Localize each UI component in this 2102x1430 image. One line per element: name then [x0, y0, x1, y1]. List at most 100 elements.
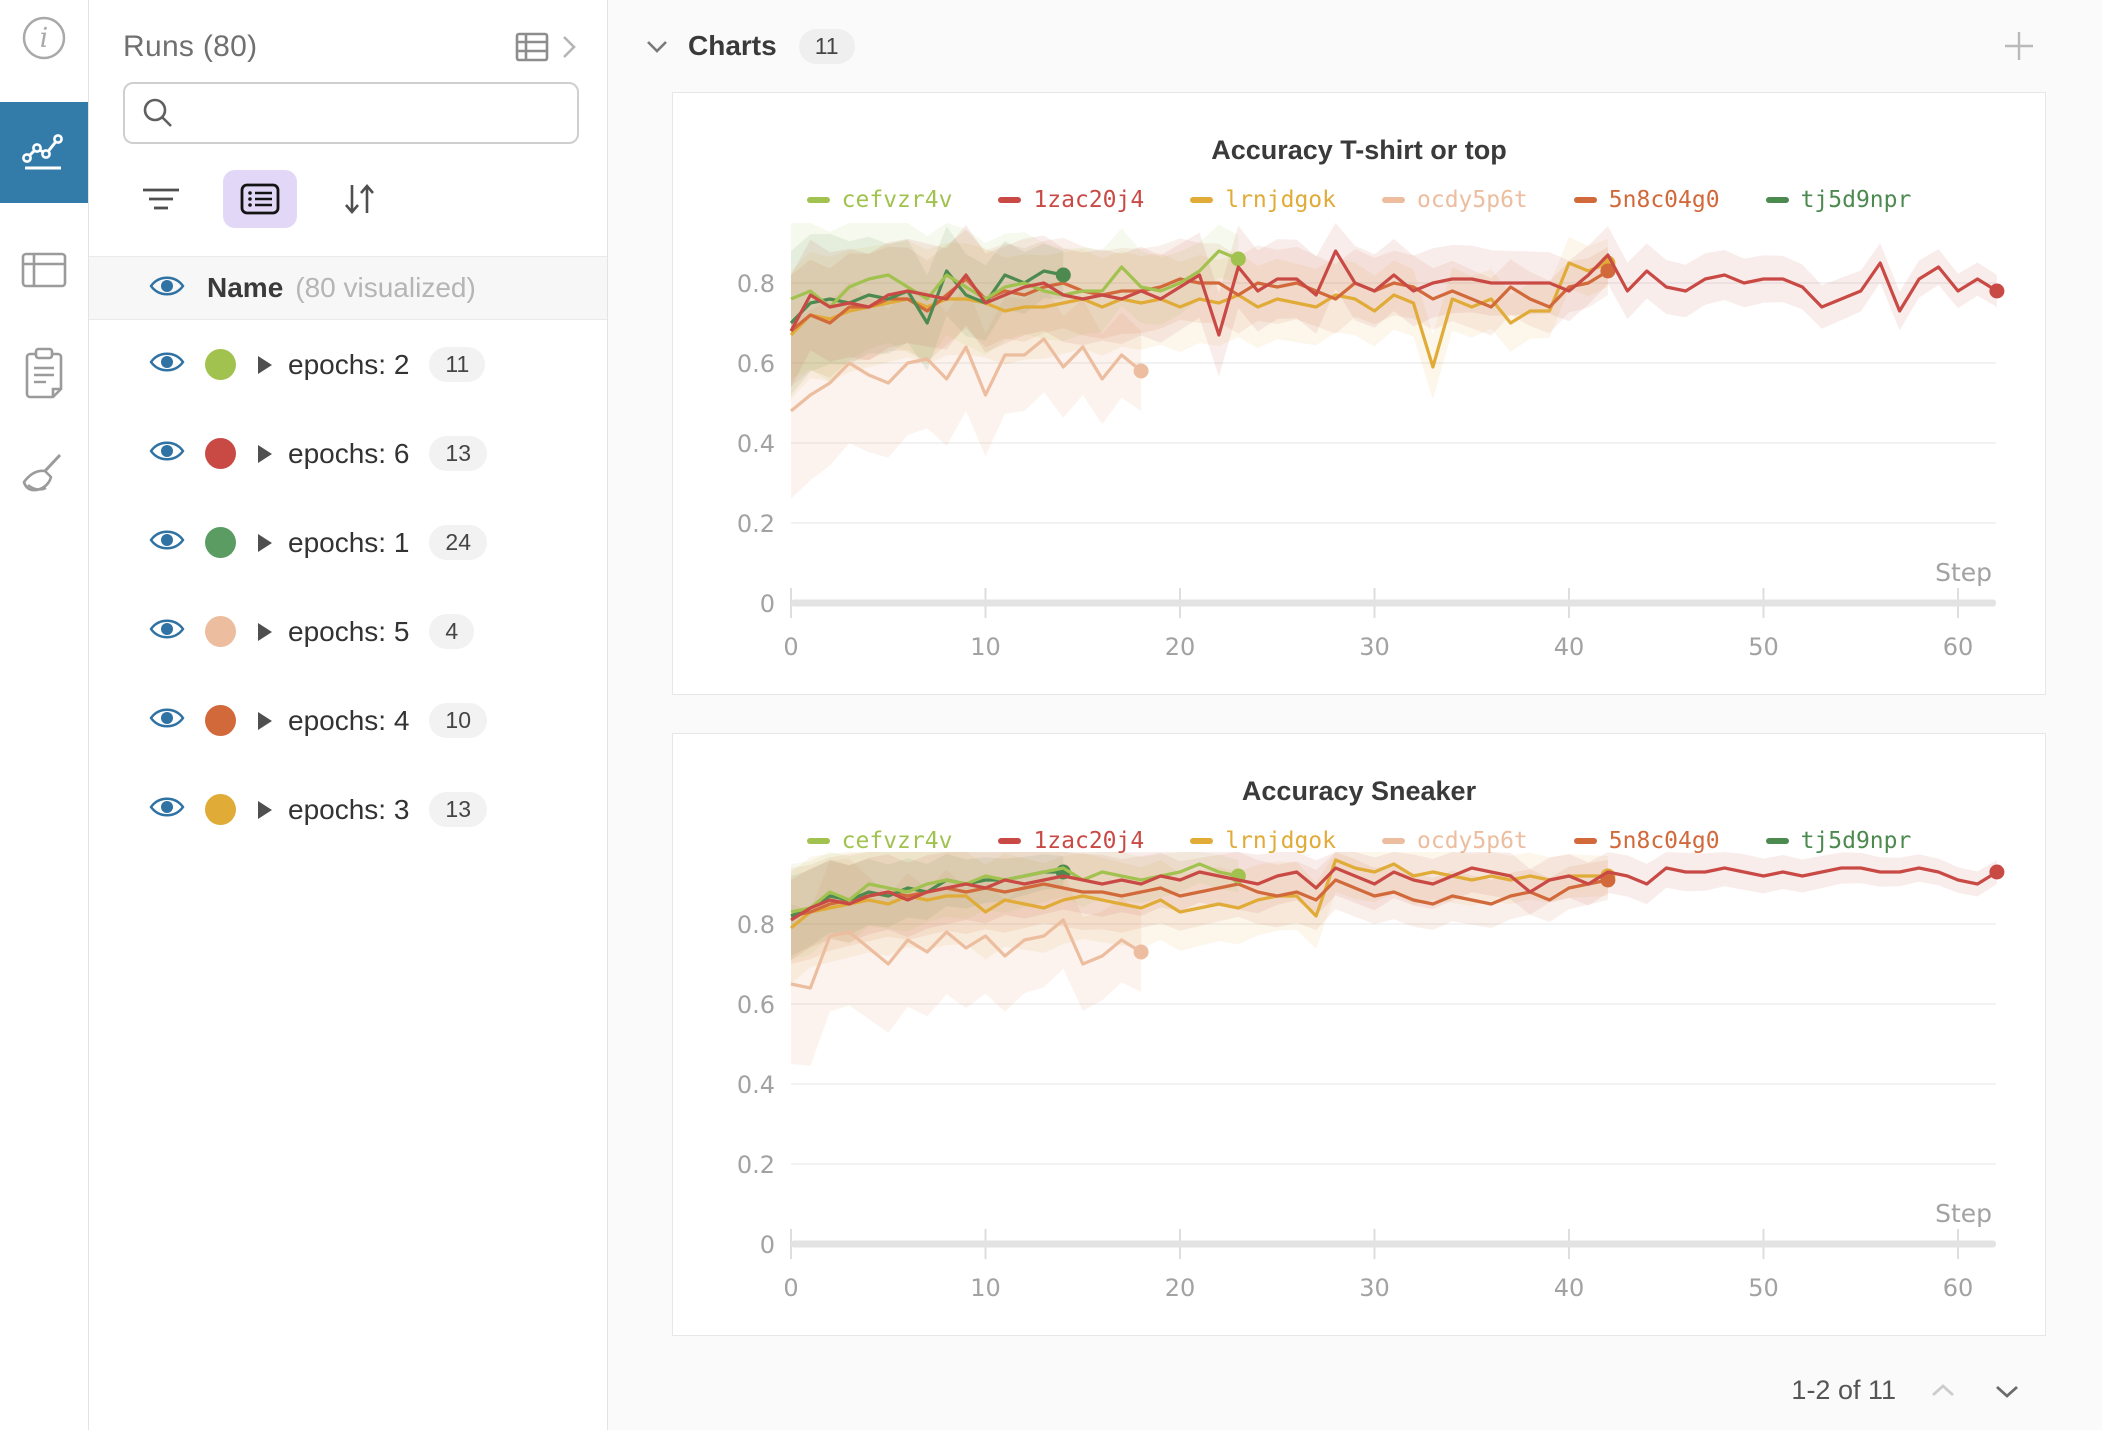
svg-text:0.2: 0.2 [737, 1151, 775, 1179]
runs-search[interactable] [123, 82, 579, 144]
pagination-label: 1-2 of 11 [1791, 1375, 1896, 1405]
sweeps-tab[interactable] [0, 435, 88, 515]
chevron-down-icon [1996, 1385, 2018, 1398]
add-panel-button[interactable] [2000, 27, 2038, 65]
legend-label: 1zac20j4 [1033, 828, 1145, 854]
legend-item[interactable]: 1zac20j4 [998, 828, 1144, 854]
svg-text:60: 60 [1943, 1274, 1974, 1302]
filter-icon [143, 188, 179, 210]
run-group-label: epochs: 4 [288, 704, 410, 736]
legend-item[interactable]: cefvzr4v [806, 187, 952, 213]
legend-swatch [1573, 197, 1597, 203]
expand-caret-icon[interactable] [258, 444, 272, 463]
legend-item[interactable]: lrnjdgok [1190, 828, 1336, 854]
legend-item[interactable]: lrnjdgok [1190, 187, 1336, 213]
svg-text:40: 40 [1554, 1274, 1585, 1302]
visibility-toggle[interactable] [149, 350, 185, 379]
visibility-toggle[interactable] [149, 439, 185, 468]
svg-text:10: 10 [970, 1274, 1001, 1302]
run-group-label: epochs: 3 [288, 793, 410, 825]
legend-item[interactable]: ocdy5p6t [1382, 187, 1528, 213]
run-color-dot [205, 349, 236, 380]
eye-icon [149, 352, 185, 372]
notes-tab[interactable] [0, 333, 88, 413]
name-column-label: Name [207, 272, 284, 303]
svg-text:30: 30 [1359, 1274, 1390, 1302]
chart-panel[interactable]: Accuracy Sneaker cefvzr4v 1zac20j4 lrnjdgo… [672, 733, 2046, 1336]
run-group-row[interactable]: epochs: 5 4 [89, 587, 607, 676]
run-count-badge: 13 [429, 792, 488, 827]
runs-name-header-row: Name (80 visualized) [89, 256, 607, 320]
runs-header: Runs (80) [89, 0, 607, 64]
run-group-row[interactable]: epochs: 6 13 [89, 409, 607, 498]
run-group-row[interactable]: epochs: 1 24 [89, 498, 607, 587]
run-group-label: epochs: 6 [288, 437, 410, 469]
legend-label: tj5d9npr [1800, 828, 1912, 854]
svg-text:20: 20 [1165, 1274, 1196, 1302]
legend-item[interactable]: 5n8c04g0 [1573, 828, 1720, 854]
legend-label: ocdy5p6t [1417, 187, 1528, 213]
run-color-dot [205, 705, 236, 736]
svg-text:0.8: 0.8 [737, 911, 775, 939]
chart-panels: Accuracy T-shirt or top cefvzr4v 1zac20j4… [608, 92, 2102, 1336]
sort-button[interactable] [337, 179, 381, 219]
run-group-row[interactable]: epochs: 3 13 [89, 765, 607, 854]
run-color-dot [205, 438, 236, 469]
eye-icon [149, 276, 185, 295]
run-group-label: epochs: 2 [288, 348, 410, 380]
broom-icon [22, 453, 62, 492]
expand-table-button[interactable] [515, 31, 579, 63]
runs-toolbar [139, 170, 607, 228]
expand-caret-icon[interactable] [258, 622, 272, 641]
expand-caret-icon[interactable] [258, 355, 272, 374]
collapse-section-button[interactable] [642, 35, 672, 57]
info-icon: i [22, 16, 66, 60]
expand-caret-icon[interactable] [258, 800, 272, 819]
run-group-row[interactable]: epochs: 2 11 [89, 320, 607, 409]
runs-table-tab[interactable] [0, 231, 88, 311]
visibility-toggle[interactable] [149, 706, 185, 735]
eye-icon [149, 619, 185, 639]
chevron-right-icon [563, 36, 576, 58]
svg-text:0: 0 [783, 633, 798, 661]
svg-text:60: 60 [1943, 633, 1974, 661]
group-list-button[interactable] [223, 170, 297, 228]
expand-caret-icon[interactable] [258, 711, 272, 730]
legend-swatch [806, 197, 830, 203]
svg-text:0.4: 0.4 [737, 430, 775, 458]
previous-page-button[interactable] [1926, 1379, 1960, 1403]
legend-label: 5n8c04g0 [1608, 828, 1720, 854]
section-count-badge: 11 [798, 28, 855, 64]
run-count-badge: 10 [429, 703, 488, 738]
info-button[interactable]: i [0, 0, 88, 76]
legend-label: ocdy5p6t [1417, 828, 1528, 854]
legend-label: cefvzr4v [841, 828, 953, 854]
visibility-toggle[interactable] [149, 617, 185, 646]
legend-item[interactable]: tj5d9npr [1765, 187, 1912, 213]
list-icon [240, 183, 280, 215]
chart-plot: 0 0.2 0.4 0.6 0.8 0 10 20 30 40 50 60 Step [737, 852, 2005, 1302]
legend-item[interactable]: 5n8c04g0 [1573, 187, 1720, 213]
legend-label: 5n8c04g0 [1608, 187, 1720, 213]
chart-title: Accuracy T-shirt or top [1211, 135, 1507, 165]
run-count-badge: 13 [429, 436, 488, 471]
svg-text:0.6: 0.6 [737, 350, 775, 378]
workspace-charts-tab[interactable] [0, 102, 88, 203]
run-group-row[interactable]: epochs: 4 10 [89, 676, 607, 765]
search-input[interactable] [189, 97, 561, 129]
legend-item[interactable]: cefvzr4v [806, 828, 953, 854]
chart-panel[interactable]: Accuracy T-shirt or top cefvzr4v 1zac20j4… [672, 92, 2046, 695]
visibility-toggle[interactable] [149, 528, 185, 557]
expand-caret-icon[interactable] [258, 533, 272, 552]
legend-item[interactable]: tj5d9npr [1765, 828, 1912, 854]
visibility-toggle[interactable] [149, 795, 185, 824]
run-count-badge: 4 [429, 614, 475, 649]
visibility-all-toggle[interactable] [149, 274, 185, 303]
run-group-list: epochs: 2 11 epochs: 6 13 epochs: 1 24 [89, 320, 607, 854]
legend-item[interactable]: 1zac20j4 [998, 187, 1144, 213]
filter-button[interactable] [139, 182, 183, 216]
legend-item[interactable]: ocdy5p6t [1382, 828, 1528, 854]
legend-label: tj5d9npr [1800, 187, 1912, 213]
next-page-button[interactable] [1990, 1379, 2024, 1403]
pagination: 1-2 of 11 [1791, 1375, 2024, 1406]
